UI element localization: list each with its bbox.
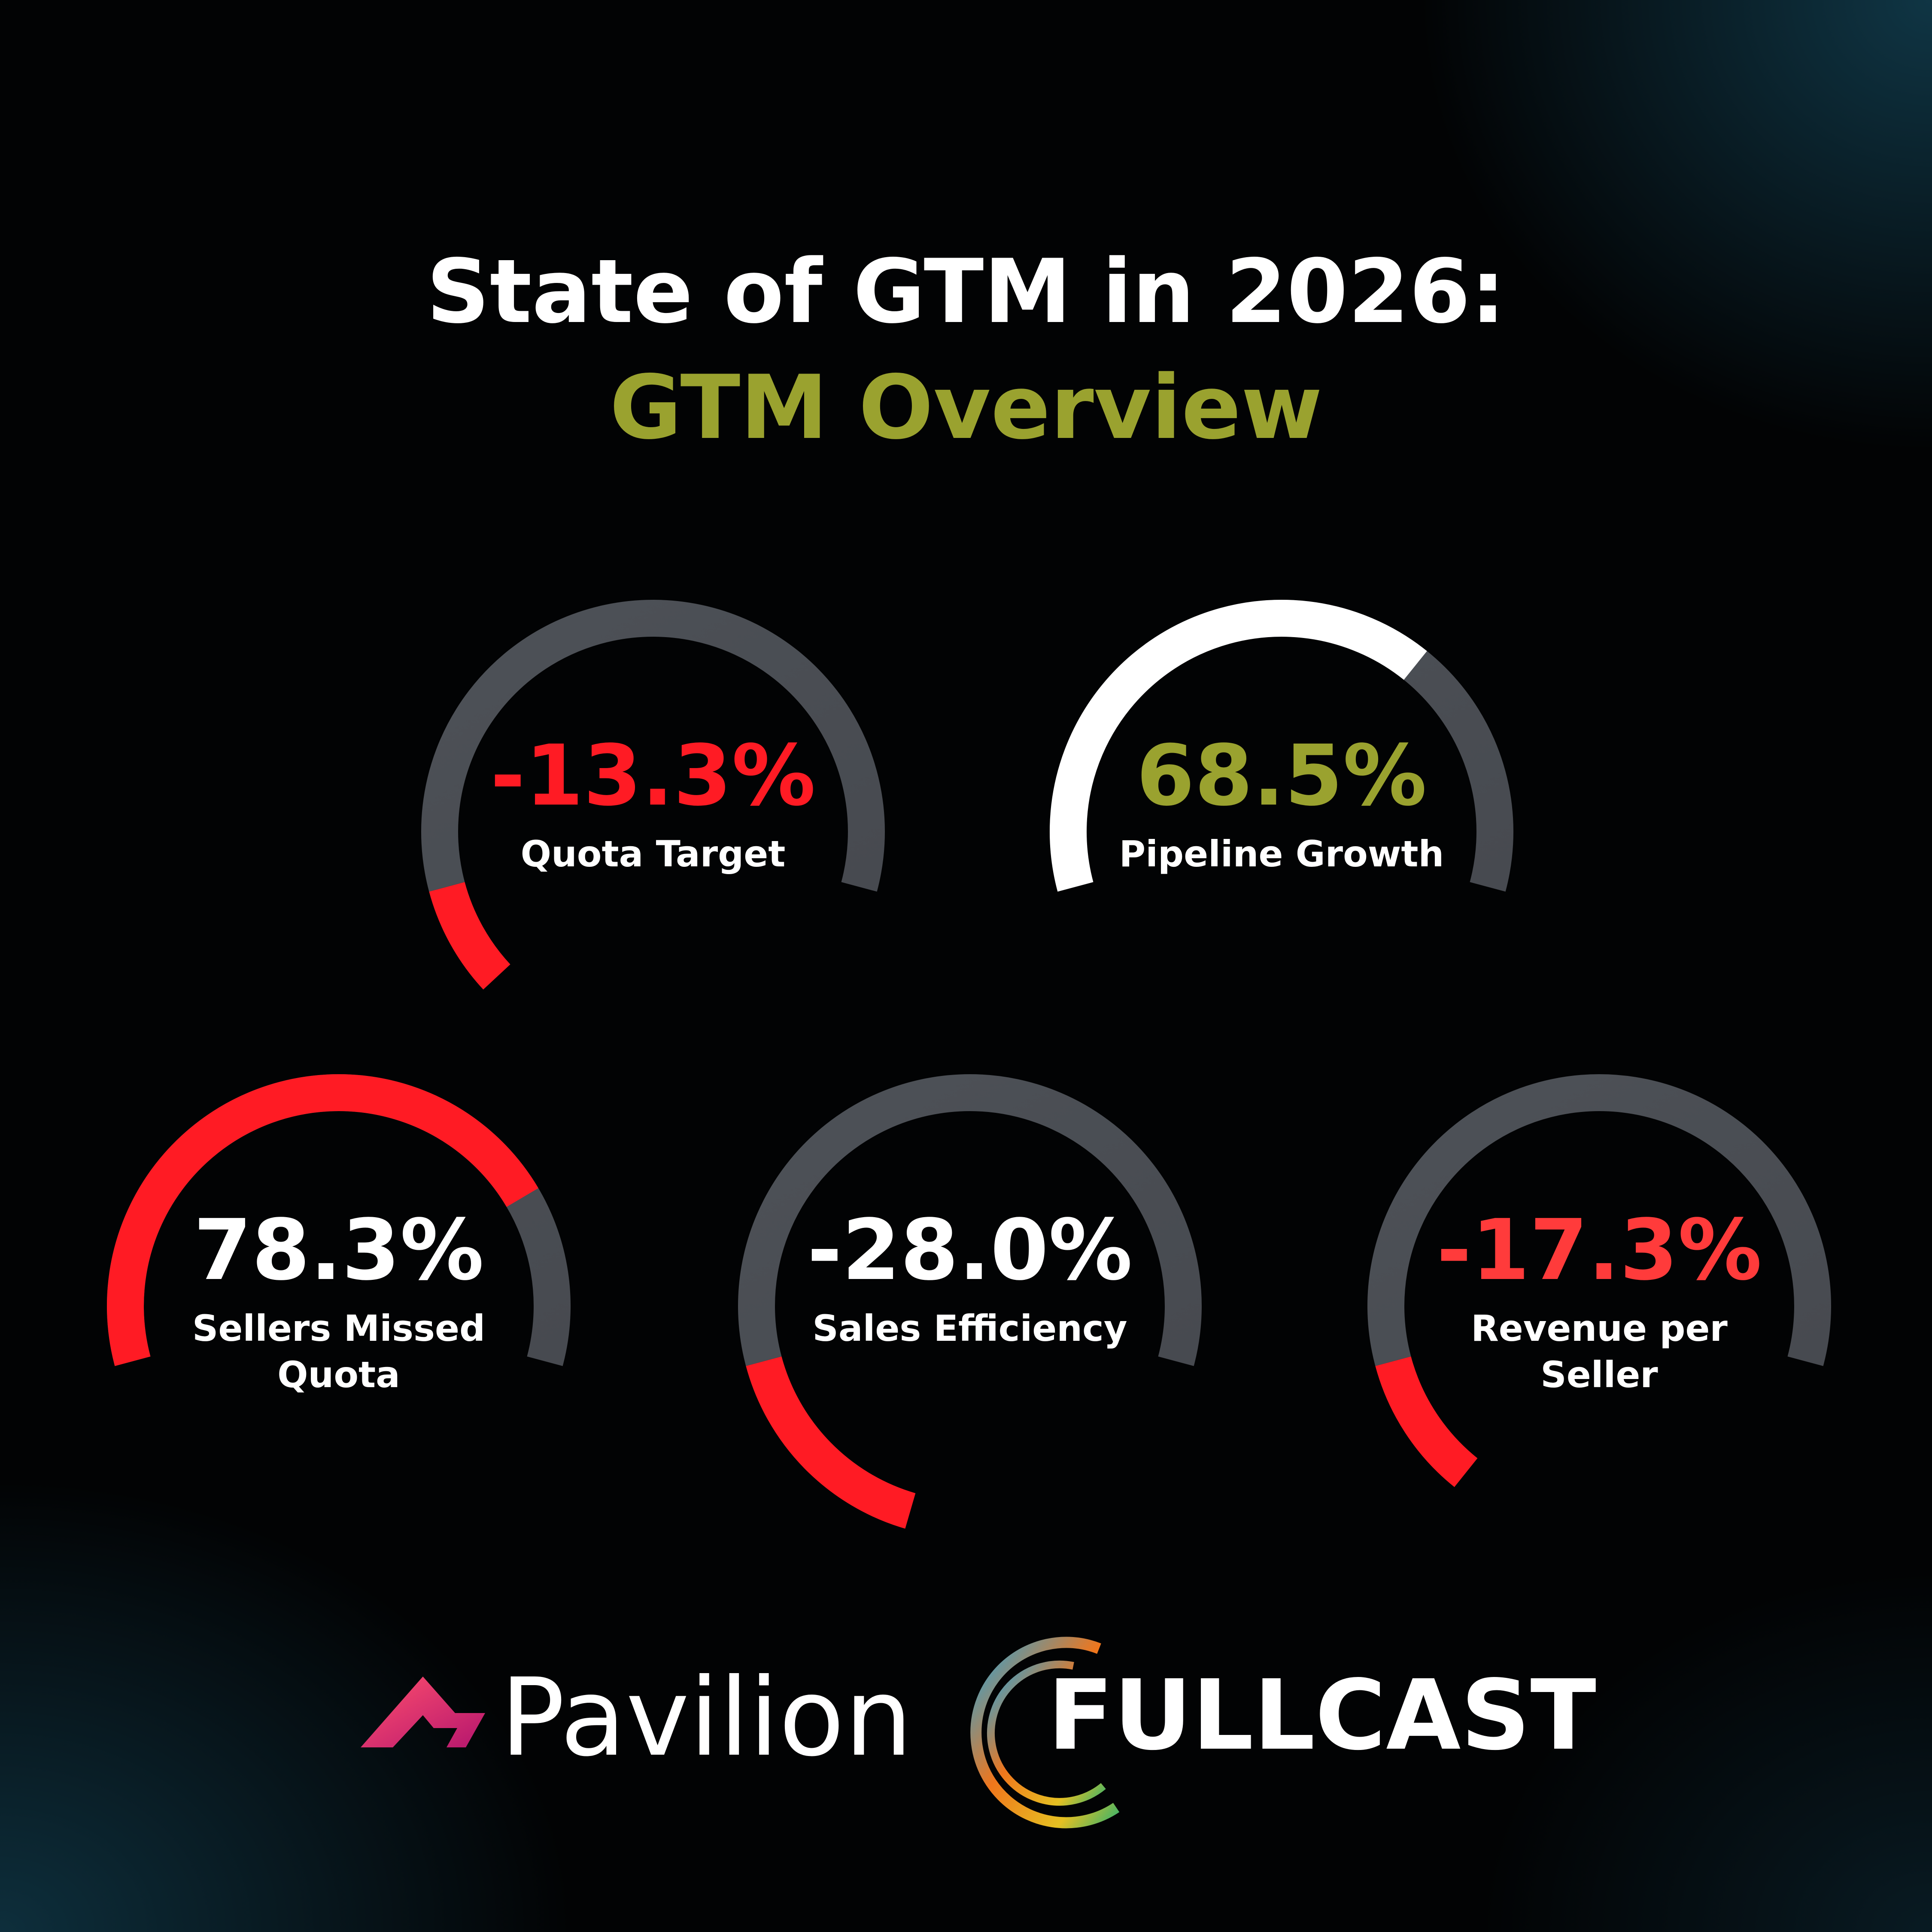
pavilion-icon xyxy=(361,1677,485,1747)
gauge-label: Quota Target xyxy=(520,833,786,875)
gauge-track xyxy=(1367,1074,1831,1366)
gauge-track xyxy=(421,600,885,892)
gauge-fill xyxy=(746,1356,916,1529)
gauge-value: -13.3% xyxy=(490,727,816,824)
gauge-fill xyxy=(429,882,510,990)
gauge-label: Sales Efficiency xyxy=(812,1307,1127,1349)
subtitle: GTM Overview xyxy=(609,357,1323,459)
gauge-label: Quota xyxy=(277,1354,400,1396)
gauge-fill xyxy=(1050,600,1427,892)
gauge-fill xyxy=(1375,1356,1478,1487)
gauge-value: -17.3% xyxy=(1437,1201,1762,1299)
logo-pavilion: Pavilion xyxy=(500,1655,913,1780)
gauge-value: 68.5% xyxy=(1136,727,1427,824)
gauge-track xyxy=(738,1074,1202,1366)
gauge-fill xyxy=(107,1074,538,1366)
title: State of GTM in 2026: xyxy=(426,241,1506,343)
gauge-label: Sellers Missed xyxy=(192,1307,486,1349)
gauge-label: Pipeline Growth xyxy=(1119,833,1444,875)
gauge-value: 78.3% xyxy=(193,1201,484,1299)
gauge-label: Revenue per xyxy=(1471,1307,1728,1349)
fullcast-ring xyxy=(970,1637,1120,1829)
gauge-label: Seller xyxy=(1540,1354,1658,1396)
fullcast-ring-inner xyxy=(987,1660,1106,1806)
gauge-value: -28.0% xyxy=(807,1201,1133,1299)
logo-fullcast: FULLCAST xyxy=(1048,1659,1596,1772)
